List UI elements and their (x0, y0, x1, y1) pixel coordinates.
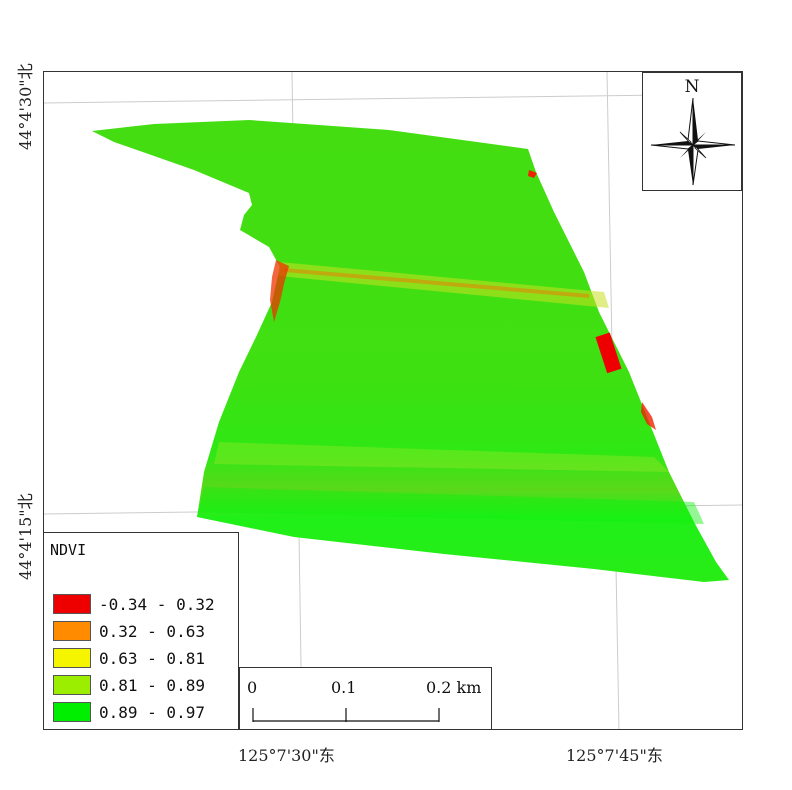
lighter-band (214, 442, 669, 472)
legend-label: 0.89 - 0.97 (99, 702, 205, 722)
legend-label: 0.81 - 0.89 (99, 675, 205, 695)
legend-item: 0.89 - 0.97 (53, 701, 205, 723)
hotspot-east-edge (641, 402, 656, 430)
legend-item: 0.32 - 0.63 (53, 620, 205, 642)
longitude-label-1: 125°7'30"东 (238, 746, 335, 765)
stress-stripe (279, 262, 609, 308)
legend-swatch (53, 594, 91, 614)
scale-bar-line (252, 708, 440, 722)
scale-label-end: 0.2 km (426, 678, 482, 697)
north-letter: N (684, 77, 700, 97)
longitude-label-2: 125°7'45"东 (566, 746, 663, 765)
legend-item: -0.34 - 0.32 (53, 593, 215, 615)
legend-label: -0.34 - 0.32 (99, 594, 215, 614)
compass-rose-icon (650, 97, 736, 186)
scale-label-mid: 0.1 (331, 678, 357, 697)
latitude-label-1: 44°4'30"北 (16, 63, 35, 150)
legend-item: 0.81 - 0.89 (53, 674, 205, 696)
legend-title: NDVI (50, 541, 87, 559)
legend-swatch (53, 621, 91, 641)
legend-swatch (53, 675, 91, 695)
map-frame (43, 71, 743, 730)
field-ndvi-polygon (92, 120, 729, 582)
legend-swatch (53, 702, 91, 722)
scale-label-0: 0 (247, 678, 258, 697)
scale-bar: 0 0.1 0.2 km (239, 667, 492, 730)
legend-item: 0.63 - 0.81 (53, 647, 205, 669)
hotspot-top-corner (528, 170, 537, 178)
latitude-label-2: 44°4'15"北 (16, 493, 35, 580)
legend-swatch (53, 648, 91, 668)
hotspot-red-block (595, 332, 622, 374)
stress-stripe-thin (284, 268, 589, 298)
legend: NDVI -0.34 - 0.32 0.32 - 0.63 0.63 - 0.8… (43, 532, 239, 730)
legend-label: 0.32 - 0.63 (99, 621, 205, 641)
legend-label: 0.63 - 0.81 (99, 648, 205, 668)
map-canvas (44, 72, 742, 729)
graticule-lat-1 (44, 93, 742, 104)
north-arrow: N (642, 72, 742, 191)
bright-band (199, 487, 704, 524)
hotspot-west-edge (270, 260, 289, 322)
